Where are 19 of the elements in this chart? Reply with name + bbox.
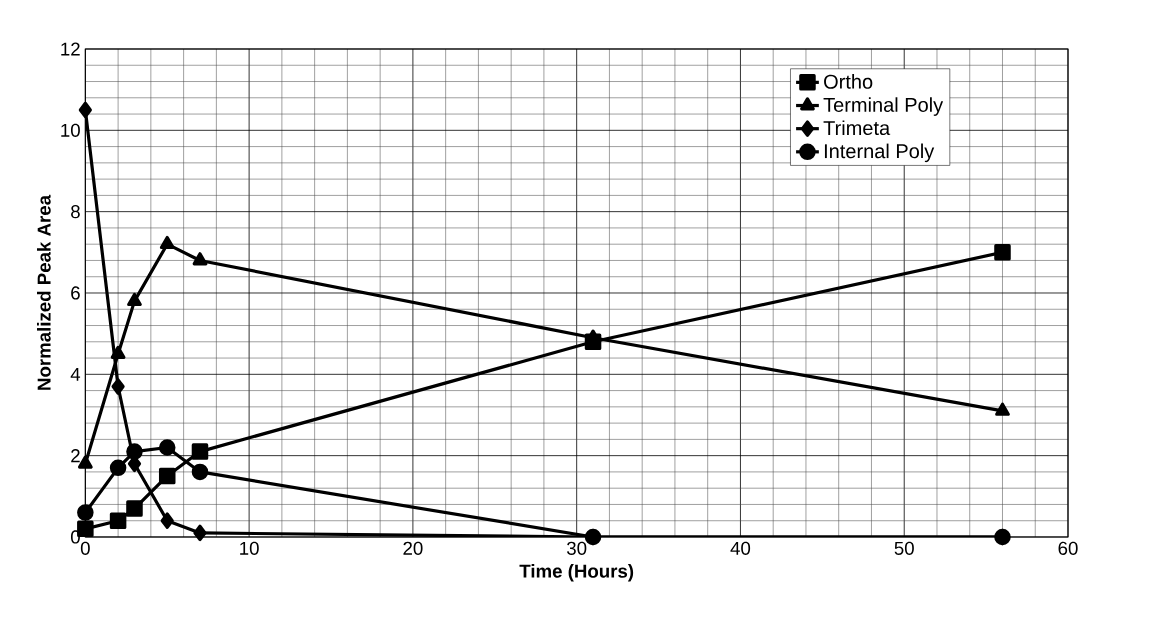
x-tick-label: 30 — [567, 541, 587, 555]
y-tick-label: 12 — [61, 42, 80, 56]
y-tick-label: 2 — [71, 449, 80, 463]
x-tick-label: 50 — [894, 541, 914, 555]
legend-label: Ortho — [824, 74, 873, 89]
x-tick-label: 60 — [1058, 541, 1078, 555]
x-tick-label: 20 — [403, 541, 423, 555]
x-tick-label: 10 — [240, 541, 259, 555]
y-tick-label: 6 — [71, 286, 80, 300]
legend-label: Terminal Poly — [823, 97, 944, 116]
x-tick-label: 40 — [730, 541, 751, 555]
legend-label: Trimeta — [823, 120, 891, 136]
x-tick-label: 0 — [80, 541, 90, 555]
y-tick-label: 8 — [71, 205, 80, 219]
y-tick-label: 4 — [70, 367, 81, 381]
y-tick-label: 10 — [61, 123, 80, 137]
legend-label: Internal Poly — [824, 143, 935, 163]
y-axis-title: Normalized Peak Area — [37, 194, 51, 390]
x-axis-title: Time (Hours) — [519, 564, 634, 582]
